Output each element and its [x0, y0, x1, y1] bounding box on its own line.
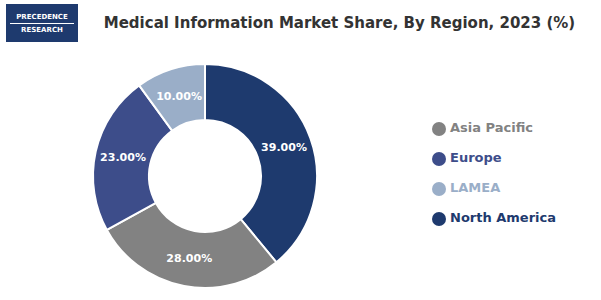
- svg-text:28.00%: 28.00%: [166, 252, 212, 265]
- html-text:Medical Information Market Sha: Medical Information Market Share, By Reg…: [103, 14, 576, 32]
- svg-text:10.00%: 10.00%: [156, 90, 202, 103]
- html-text:LAMEA: LAMEA: [450, 180, 501, 195]
- html-text:North America: North America: [450, 210, 556, 225]
- svg-text:23.00%: 23.00%: [100, 151, 146, 164]
- html-text:Europe: Europe: [450, 150, 502, 165]
- html-text:PRECEDENCE: PRECEDENCE: [16, 12, 68, 21]
- html-text:Asia Pacific: Asia Pacific: [450, 120, 533, 135]
- svg-text:39.00%: 39.00%: [261, 141, 307, 154]
- html-text:RESEARCH: RESEARCH: [21, 25, 63, 34]
